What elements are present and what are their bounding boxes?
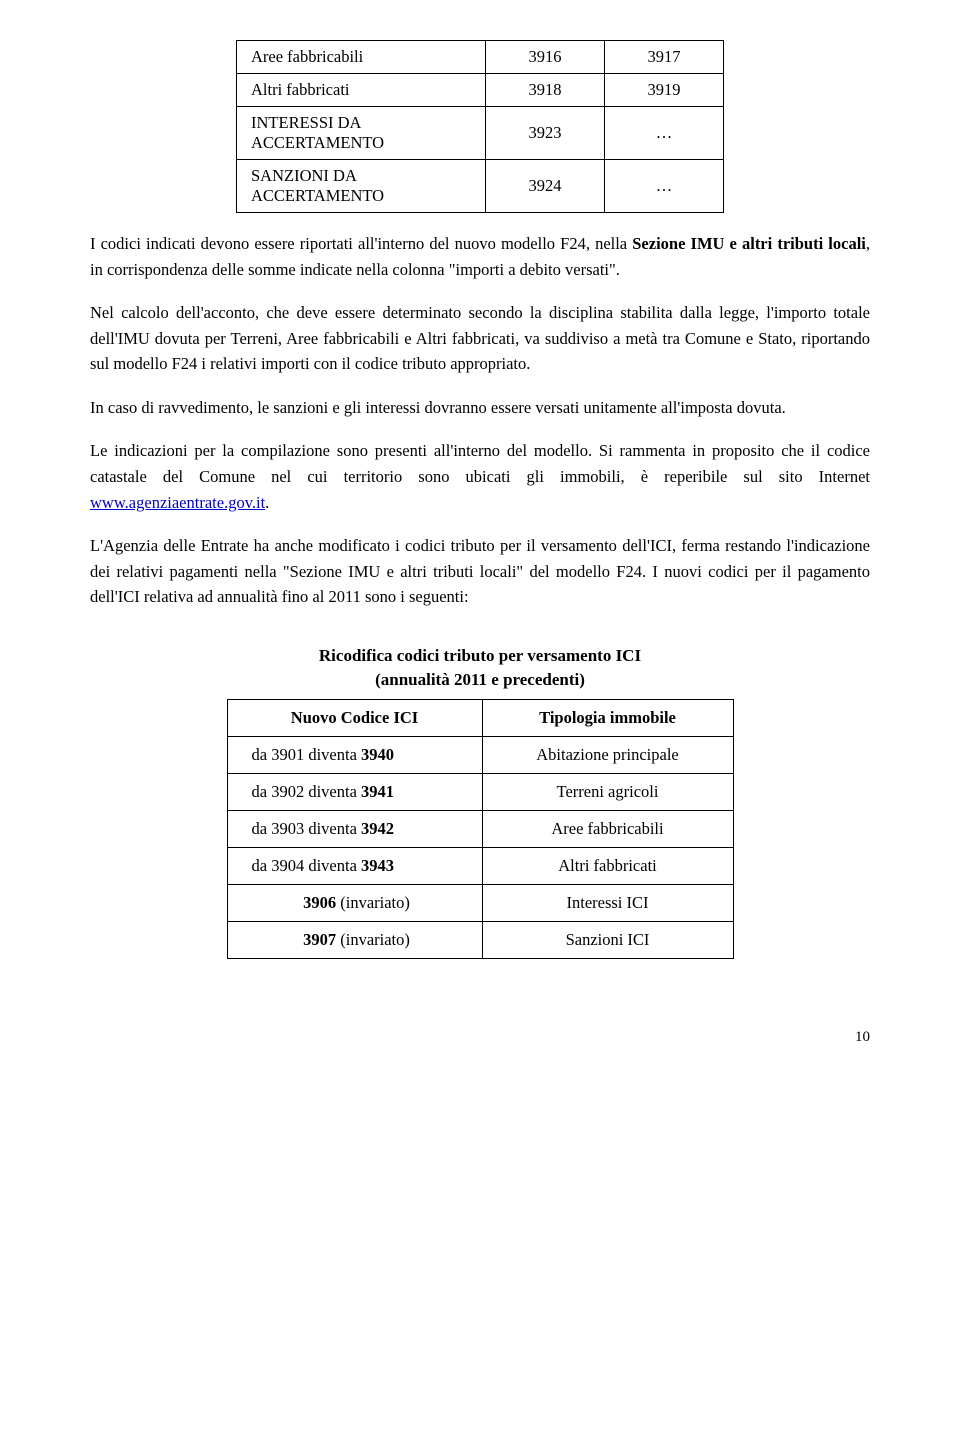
table-row: da 3903 diventa 3942 Aree fabbricabili [227,811,733,848]
cell-type: Abitazione principale [482,737,733,774]
cell-code: da 3904 diventa 3943 [227,848,482,885]
codes-table-1: Aree fabbricabili 3916 3917 Altri fabbri… [236,40,724,213]
cell-code: … [605,160,724,213]
cell-code: 3907 (invariato) [227,922,482,959]
table-row: 3907 (invariato) Sanzioni ICI [227,922,733,959]
cell-code: 3918 [486,74,605,107]
page-number: 10 [90,1029,870,1046]
table-row: Altri fabbricati 3918 3919 [237,74,724,107]
cell-code: da 3902 diventa 3941 [227,774,482,811]
text: . [265,493,269,512]
cell-label: INTERESSI DA ACCERTAMENTO [237,107,486,160]
cell-label: Aree fabbricabili [237,41,486,74]
cell-type: Interessi ICI [482,885,733,922]
codes-table-2: Nuovo Codice ICI Tipologia immobile da 3… [227,699,734,959]
table-row: da 3901 diventa 3940 Abitazione principa… [227,737,733,774]
cell-code: 3919 [605,74,724,107]
link-agenziaentrate[interactable]: www.agenziaentrate.gov.it [90,493,265,512]
text: I codici indicati devono essere riportat… [90,234,632,253]
cell-code: da 3903 diventa 3942 [227,811,482,848]
table-row: da 3902 diventa 3941 Terreni agricoli [227,774,733,811]
header-cell: Tipologia immobile [482,700,733,737]
cell-type: Altri fabbricati [482,848,733,885]
cell-code: … [605,107,724,160]
paragraph: In caso di ravvedimento, le sanzioni e g… [90,395,870,421]
cell-code: 3923 [486,107,605,160]
paragraph: Le indicazioni per la compilazione sono … [90,438,870,515]
table-row: INTERESSI DA ACCERTAMENTO 3923 … [237,107,724,160]
table-row: SANZIONI DA ACCERTAMENTO 3924 … [237,160,724,213]
paragraph: Nel calcolo dell'acconto, che deve esser… [90,300,870,377]
table-row: da 3904 diventa 3943 Altri fabbricati [227,848,733,885]
cell-code: 3916 [486,41,605,74]
table-row: 3906 (invariato) Interessi ICI [227,885,733,922]
table-row: Aree fabbricabili 3916 3917 [237,41,724,74]
header-cell: Nuovo Codice ICI [227,700,482,737]
cell-type: Terreni agricoli [482,774,733,811]
cell-label: SANZIONI DA ACCERTAMENTO [237,160,486,213]
cell-label: Altri fabbricati [237,74,486,107]
title-line: (annualità 2011 e precedenti) [375,670,585,689]
cell-type: Sanzioni ICI [482,922,733,959]
cell-code: 3906 (invariato) [227,885,482,922]
cell-code: da 3901 diventa 3940 [227,737,482,774]
table-header-row: Nuovo Codice ICI Tipologia immobile [227,700,733,737]
table2-title: Ricodifica codici tributo per versamento… [90,644,870,693]
cell-code: 3917 [605,41,724,74]
text-bold: Sezione IMU e altri tributi locali [632,234,866,253]
paragraph: I codici indicati devono essere riportat… [90,231,870,282]
text: Le indicazioni per la compilazione sono … [90,441,870,486]
title-line: Ricodifica codici tributo per versamento… [319,646,641,665]
document-page: Aree fabbricabili 3916 3917 Altri fabbri… [0,0,960,1106]
cell-code: 3924 [486,160,605,213]
paragraph: L'Agenzia delle Entrate ha anche modific… [90,533,870,610]
cell-type: Aree fabbricabili [482,811,733,848]
